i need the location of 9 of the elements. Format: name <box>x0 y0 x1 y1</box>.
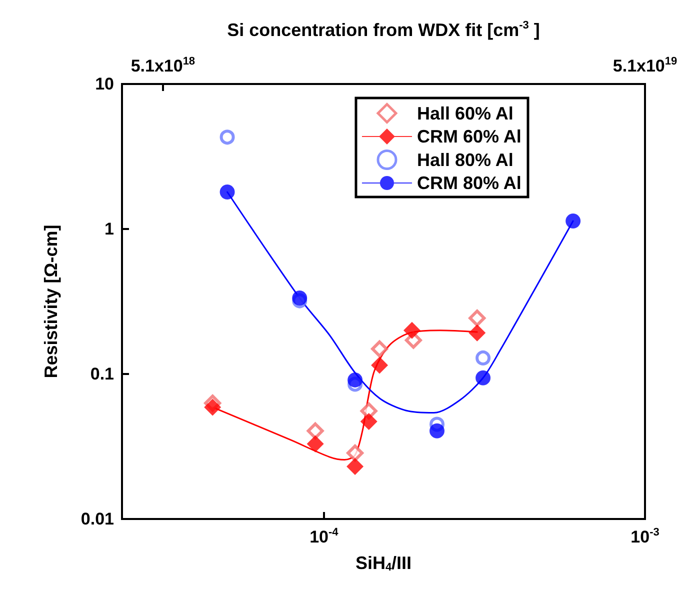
y-tick-label: 10 <box>95 74 114 94</box>
legend-label: CRM 80% Al <box>416 173 522 193</box>
y-tick-label: 0.1 <box>90 364 114 384</box>
legend-label: Hall 80% Al <box>416 150 514 170</box>
y-tick-label: 0.01 <box>80 510 114 528</box>
legend-label: Hall 60% Al <box>416 103 514 124</box>
y-axis-title: Resistivity [Ω-cm] <box>41 224 61 378</box>
legend-label: CRM 60% Al <box>416 126 522 146</box>
y-tick-label: 1 <box>104 220 114 238</box>
